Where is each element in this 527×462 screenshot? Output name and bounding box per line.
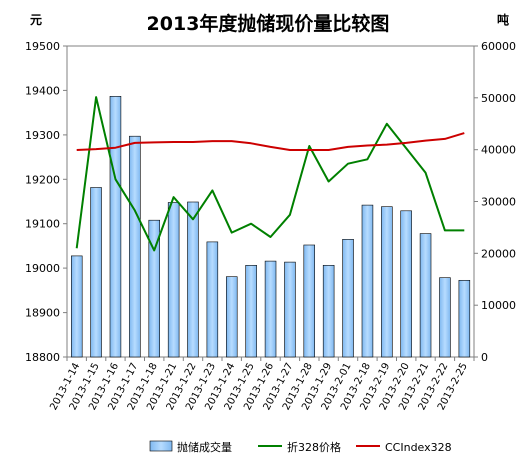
right-tick-label: 40000 [481,144,516,157]
right-tick-label: 60000 [481,40,516,53]
volume-bar [439,277,451,358]
left-tick-label: 18900 [25,307,60,320]
volume-bar [90,187,102,358]
volume-bar [303,244,315,358]
volume-bars [71,96,471,358]
legend-red-label: CCIndex328 [385,441,452,454]
chart-title: 2013年度抛储现价量比较图 [147,12,390,35]
volume-bar [361,204,374,358]
price-lines [75,96,465,252]
right-tick-label: 50000 [481,92,516,105]
legend: 抛储成交量 折328价格 CCIndex328 [149,440,452,454]
volume-bar [322,264,335,358]
legend-bar-swatch [149,440,173,452]
legend-bar-label: 抛储成交量 [177,440,232,454]
left-tick-label: 19300 [25,129,60,142]
price-328-line [75,96,465,252]
volume-bar [206,241,219,358]
volume-bar [419,233,432,358]
left-tick-label: 19000 [25,262,60,275]
volume-bar [71,255,83,358]
volume-bar [284,261,296,358]
left-tick-label: 19100 [25,218,60,231]
volume-bar [264,260,277,358]
volume-bar [226,276,238,358]
left-unit-label: 元 [30,13,42,27]
volume-bar [381,206,393,358]
right-unit-label: 吨 [497,12,509,27]
ccindex-328-line [76,132,465,151]
volume-bar [167,202,180,358]
volume-bar [458,279,471,358]
volume-bar [148,219,161,358]
right-tick-label: 0 [481,351,488,364]
right-tick-label: 20000 [481,247,516,260]
left-tick-label: 19500 [25,40,60,53]
legend-green-label: 折328价格 [287,440,341,454]
volume-bar [187,201,199,358]
right-tick-label: 10000 [481,299,516,312]
left-tick-label: 18800 [25,351,60,364]
volume-bar [245,264,257,358]
right-tick-label: 30000 [481,196,516,209]
left-tick-label: 19400 [25,84,60,97]
x-axis: 2013-1-142013-1-152013-1-162013-1-172013… [48,357,475,412]
left-axis: 18800 18900 19000 19100 19200 19300 19400 19500 [25,40,67,364]
volume-bar [129,135,141,358]
volume-bar [342,239,354,358]
left-tick-label: 19200 [25,173,60,186]
volume-bar [400,210,412,358]
right-axis: 0 10000 20000 30000 40000 50000 60000 [474,40,516,364]
volume-bar [109,96,122,358]
